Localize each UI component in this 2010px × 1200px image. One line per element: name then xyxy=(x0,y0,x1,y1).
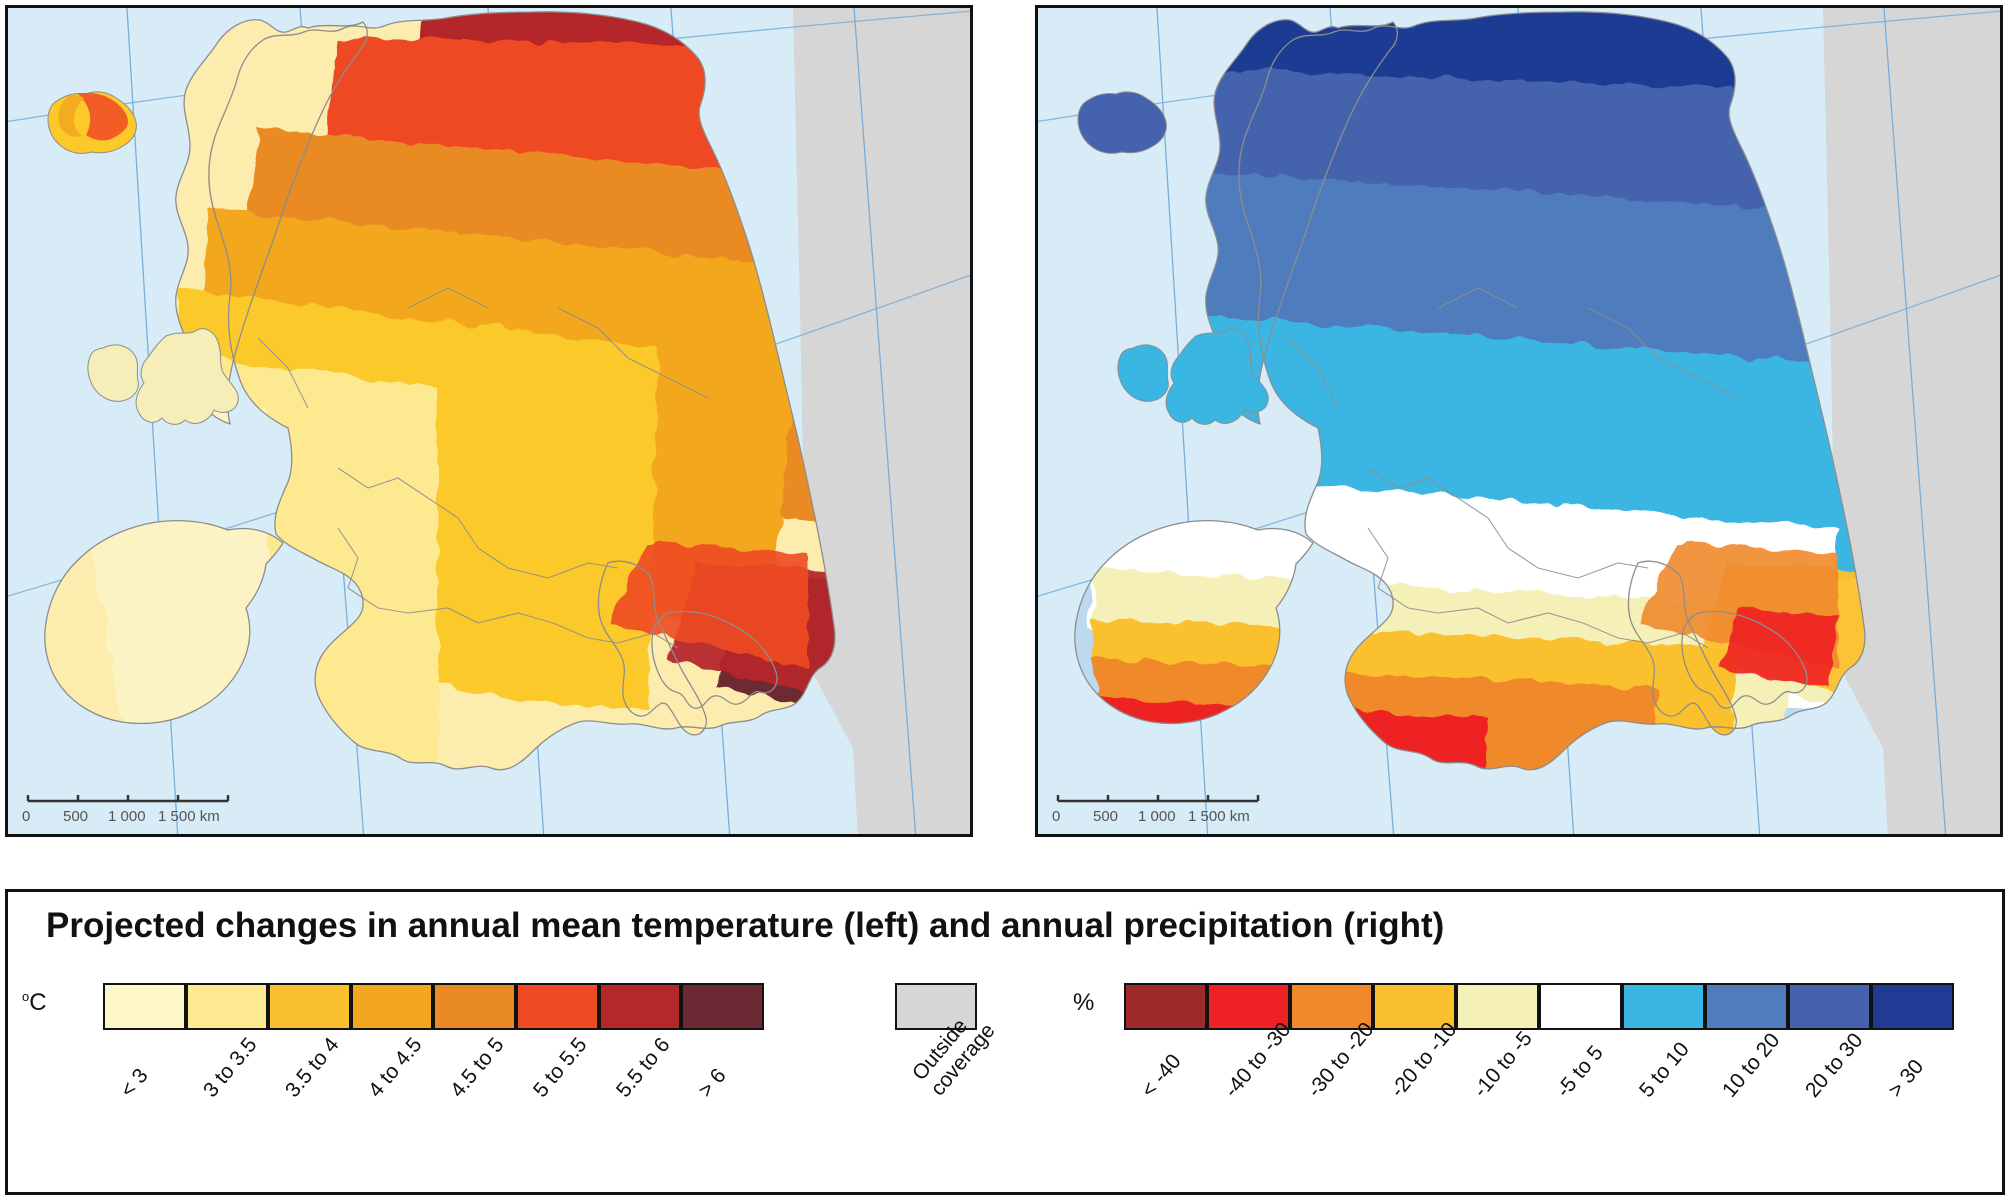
svg-text:1 000: 1 000 xyxy=(1138,808,1176,825)
svg-text:0: 0 xyxy=(1052,808,1060,825)
svg-text:1 000: 1 000 xyxy=(108,808,146,825)
svg-text:500: 500 xyxy=(63,808,88,825)
svg-text:1 500 km: 1 500 km xyxy=(158,808,220,825)
svg-text:500: 500 xyxy=(1093,808,1118,825)
svg-text:0: 0 xyxy=(22,808,30,825)
svg-text:1 500 km: 1 500 km xyxy=(1188,808,1250,825)
